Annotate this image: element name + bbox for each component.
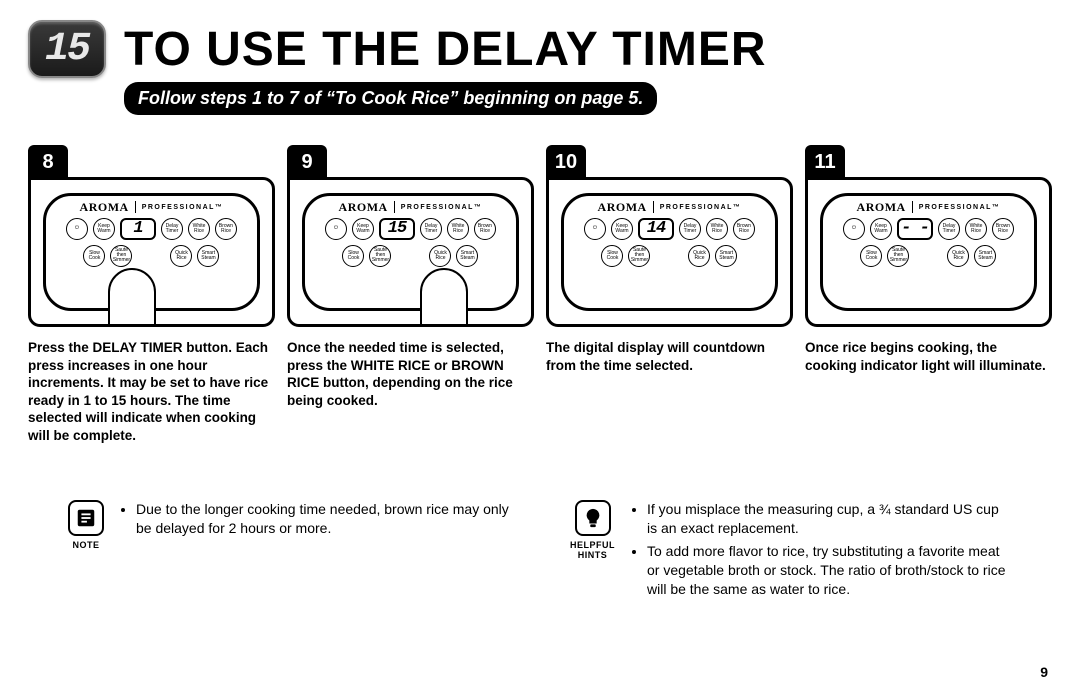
- keep-warm-button: KeepWarm: [611, 218, 633, 240]
- saute-button: SautéthenSimmer: [628, 245, 650, 267]
- slow-cook-button: SlowCook: [83, 245, 105, 267]
- hints-list: If you misplace the measuring cup, a ¾ s…: [629, 500, 1012, 602]
- keep-warm-button: KeepWarm: [93, 218, 115, 240]
- step: 9 AROMA Professional™ ⏻KeepWarm15DelayTimer…: [287, 145, 534, 444]
- delay-timer-button: DelayTimer: [938, 218, 960, 240]
- brand-subline: Professional™: [142, 204, 224, 211]
- header-lcd-digits: 15: [45, 27, 89, 72]
- white-rice-button: WhiteRice: [188, 218, 210, 240]
- footer: NOTE Due to the longer cooking time need…: [28, 500, 1052, 602]
- lcd-display: - -: [897, 218, 933, 240]
- white-rice-button: WhiteRice: [706, 218, 728, 240]
- power-button: ⏻: [66, 218, 88, 240]
- brand-name: AROMA: [80, 200, 129, 215]
- step: 11 AROMA Professional™ ⏻KeepWarm- -DelayTim…: [805, 145, 1052, 444]
- quick-rice-button: QuickRice: [170, 245, 192, 267]
- note-icon: [68, 500, 104, 536]
- step: 8 AROMA Professional™ ⏻KeepWarm1DelayTimerW…: [28, 145, 275, 444]
- header: 15 TO USE THE DELAY TIMER: [28, 20, 1052, 78]
- steps-row: 8AROMAProfessional™⏻KeepWarm1DelayTimerW…: [28, 145, 1052, 444]
- panel-illustration: AROMA Professional™ ⏻KeepWarm14DelayTimerW…: [546, 177, 793, 327]
- quick-rice-button: QuickRice: [429, 245, 451, 267]
- saute-button: SautéthenSimmer: [110, 245, 132, 267]
- quick-rice-button: QuickRice: [688, 245, 710, 267]
- brand-name: AROMA: [857, 200, 906, 215]
- brown-rice-button: BrownRice: [474, 218, 496, 240]
- lcd-display: 15: [379, 218, 415, 240]
- brand-name: AROMA: [598, 200, 647, 215]
- brand-subline: Professional™: [401, 204, 483, 211]
- white-rice-button: WhiteRice: [447, 218, 469, 240]
- hints-icon: [575, 500, 611, 536]
- smart-steam-button: SmartSteam: [456, 245, 478, 267]
- brown-rice-button: BrownRice: [215, 218, 237, 240]
- hint-item: To add more flavor to rice, try substitu…: [647, 542, 1012, 599]
- delay-timer-button: DelayTimer: [679, 218, 701, 240]
- step-text: Once the needed time is selected, press …: [287, 339, 534, 409]
- page-number: 9: [1040, 664, 1048, 680]
- step-number: 10: [546, 145, 586, 179]
- slow-cook-button: SlowCook: [860, 245, 882, 267]
- smart-steam-button: SmartSteam: [974, 245, 996, 267]
- lcd-display: 14: [638, 218, 674, 240]
- lcd-display: 1: [120, 218, 156, 240]
- note-item: Due to the longer cooking time needed, b…: [136, 500, 510, 538]
- saute-button: SautéthenSimmer: [369, 245, 391, 267]
- hints-label: HELPFUL HINTS: [570, 540, 615, 560]
- brown-rice-button: BrownRice: [992, 218, 1014, 240]
- step-number: 9: [287, 145, 327, 179]
- panel-illustration: AROMA Professional™ ⏻KeepWarm15DelayTimerW…: [287, 177, 534, 327]
- power-button: ⏻: [584, 218, 606, 240]
- page-title: TO USE THE DELAY TIMER: [124, 22, 767, 77]
- step-text: Once rice begins cooking, the cooking in…: [805, 339, 1052, 374]
- note-list: Due to the longer cooking time needed, b…: [118, 500, 510, 602]
- page-subtitle: Follow steps 1 to 7 of “To Cook Rice” be…: [124, 82, 657, 115]
- delay-timer-button: DelayTimer: [420, 218, 442, 240]
- slow-cook-button: SlowCook: [601, 245, 623, 267]
- step-number: 8: [28, 145, 68, 179]
- note-label: NOTE: [72, 540, 99, 550]
- white-rice-button: WhiteRice: [965, 218, 987, 240]
- step-text: Press the DELAY TIMER button. Each press…: [28, 339, 275, 444]
- note-block: NOTE Due to the longer cooking time need…: [68, 500, 510, 602]
- delay-timer-button: DelayTimer: [161, 218, 183, 240]
- slow-cook-button: SlowCook: [342, 245, 364, 267]
- brand-subline: Professional™: [660, 204, 742, 211]
- smart-steam-button: SmartSteam: [197, 245, 219, 267]
- panel-illustration: AROMA Professional™ ⏻KeepWarm1DelayTimerWh…: [28, 177, 275, 327]
- brown-rice-button: BrownRice: [733, 218, 755, 240]
- brand-name: AROMA: [339, 200, 388, 215]
- quick-rice-button: QuickRice: [947, 245, 969, 267]
- finger-icon: [108, 268, 156, 327]
- panel-illustration: AROMA Professional™ ⏻KeepWarm- -DelayTimer…: [805, 177, 1052, 327]
- smart-steam-button: SmartSteam: [715, 245, 737, 267]
- finger-icon: [420, 268, 468, 327]
- power-button: ⏻: [843, 218, 865, 240]
- hint-item: If you misplace the measuring cup, a ¾ s…: [647, 500, 1012, 538]
- brand-subline: Professional™: [919, 204, 1001, 211]
- step-number: 11: [805, 145, 845, 179]
- hints-block: HELPFUL HINTS If you misplace the measur…: [570, 500, 1012, 602]
- header-lcd-icon: 15: [28, 20, 106, 78]
- power-button: ⏻: [325, 218, 347, 240]
- keep-warm-button: KeepWarm: [870, 218, 892, 240]
- keep-warm-button: KeepWarm: [352, 218, 374, 240]
- step: 10 AROMA Professional™ ⏻KeepWarm14DelayTime…: [546, 145, 793, 444]
- step-text: The digital display will countdown from …: [546, 339, 793, 374]
- saute-button: SautéthenSimmer: [887, 245, 909, 267]
